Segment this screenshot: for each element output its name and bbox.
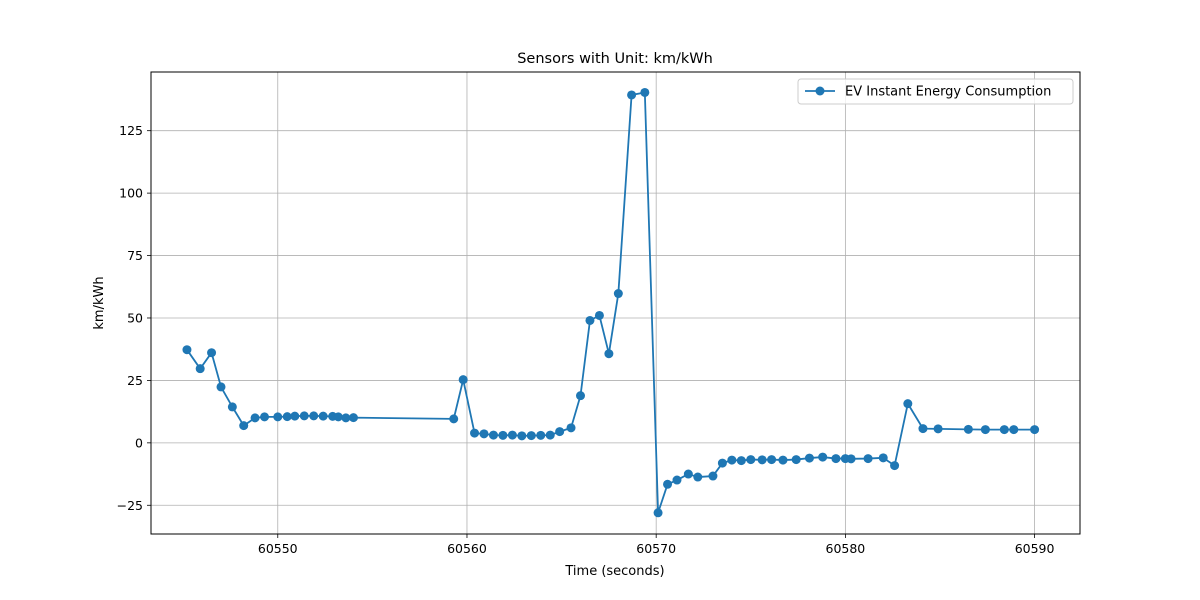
data-point <box>693 472 703 482</box>
chart-title: Sensors with Unit: km/kWh <box>517 51 713 67</box>
legend-box <box>797 78 1074 105</box>
y-tick-label: 75 <box>127 248 143 263</box>
series-layer <box>182 87 1040 518</box>
data-point <box>216 382 226 392</box>
data-point <box>282 412 292 422</box>
data-point <box>576 391 585 401</box>
data-point <box>507 430 517 440</box>
data-point <box>613 289 623 299</box>
x-axis-ticks: 60550 60560 60570 60580 60590 <box>258 534 1055 556</box>
data-point <box>250 413 260 423</box>
data-point <box>260 412 270 422</box>
data-point <box>903 399 913 409</box>
y-tick-label: 125 <box>119 123 143 138</box>
x-tick-label: 60550 <box>258 541 298 556</box>
data-point <box>663 479 673 489</box>
x-tick-label: 60580 <box>826 541 866 556</box>
data-point <box>526 431 536 441</box>
data-point <box>736 456 746 466</box>
data-point <box>566 423 576 433</box>
data-point <box>863 454 873 464</box>
data-point <box>918 424 928 434</box>
data-point <box>778 455 788 465</box>
plot-area <box>151 72 1080 534</box>
data-point <box>980 425 990 435</box>
legend-marker-swatch <box>815 86 825 96</box>
y-axis-label: km/kWh <box>92 276 107 329</box>
data-point <box>348 413 358 423</box>
data-point <box>767 455 777 465</box>
x-tick-label: 60570 <box>636 541 676 556</box>
data-point <box>318 411 328 421</box>
data-point <box>708 471 718 481</box>
plot-frame <box>150 71 1081 535</box>
data-point <box>273 412 283 422</box>
data-point <box>604 349 614 359</box>
data-point <box>594 310 604 320</box>
data-point <box>963 424 973 434</box>
data-point <box>804 453 814 463</box>
data-point <box>672 475 682 485</box>
data-point <box>536 430 546 440</box>
data-point <box>717 458 727 468</box>
data-point <box>498 430 508 440</box>
x-axis-label: Time (seconds) <box>564 564 664 579</box>
data-point <box>195 364 205 374</box>
data-point <box>458 375 468 385</box>
data-point <box>1030 425 1040 435</box>
data-point <box>341 413 351 423</box>
data-point <box>239 421 249 431</box>
data-point <box>299 411 309 421</box>
data-point <box>831 454 841 464</box>
data-point <box>290 411 300 421</box>
x-tick-label: 60560 <box>447 541 487 556</box>
data-point <box>333 412 343 422</box>
data-point <box>791 455 801 465</box>
data-point <box>746 455 756 465</box>
data-point <box>818 452 828 462</box>
y-tick-label: 0 <box>135 435 143 450</box>
legend-entry-label: EV Instant Energy Consumption <box>845 85 1051 100</box>
data-point <box>479 429 489 439</box>
y-axis-ticks: −25 0 25 50 75 100 125 <box>117 123 151 513</box>
data-point <box>545 430 555 440</box>
data-point <box>846 454 856 464</box>
data-point <box>488 430 498 440</box>
data-point <box>517 431 527 441</box>
data-point <box>627 90 637 100</box>
data-point <box>727 455 737 465</box>
y-tick-label: 100 <box>119 186 143 201</box>
y-tick-label: 50 <box>127 310 143 325</box>
x-tick-label: 60590 <box>1015 541 1055 556</box>
data-point <box>182 345 192 355</box>
data-point <box>227 402 237 412</box>
data-point <box>585 315 595 325</box>
data-point <box>653 508 663 518</box>
grid <box>151 72 1080 534</box>
data-point <box>878 453 888 463</box>
data-point <box>933 424 943 434</box>
data-point <box>555 427 565 437</box>
legend: EV Instant Energy Consumption <box>797 78 1074 105</box>
data-point <box>999 425 1009 435</box>
data-point <box>757 455 767 465</box>
data-point <box>640 87 650 97</box>
data-point <box>890 461 900 471</box>
data-point <box>207 348 217 358</box>
data-point <box>683 469 693 479</box>
y-tick-label: 25 <box>127 373 143 388</box>
data-point <box>449 414 459 424</box>
y-tick-label: −25 <box>117 498 143 513</box>
data-point <box>1009 425 1019 435</box>
data-point <box>309 411 319 421</box>
data-point <box>470 428 480 438</box>
